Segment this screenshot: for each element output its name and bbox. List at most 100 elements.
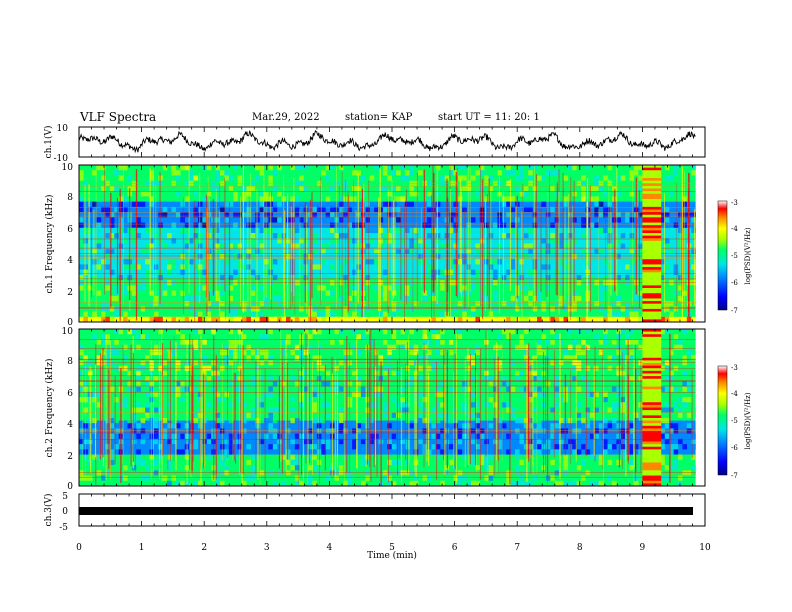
ch2-spectrogram-cell	[153, 428, 159, 434]
ch1-spectrogram-cell	[493, 165, 498, 171]
ch1-spectrogram-cell	[611, 253, 617, 260]
ch2-spectrogram-cell	[660, 386, 665, 392]
ch2-spectrogram-cell	[611, 407, 617, 413]
ch2-spectrogram-cell	[572, 444, 577, 450]
ch2-spectrogram-cell	[563, 454, 569, 460]
ch2-spectrogram-cell	[506, 475, 511, 481]
ch2-spectrogram-cell	[369, 438, 375, 445]
ch2-spectrogram-cell	[625, 407, 630, 413]
ch2-spectrogram-cell	[620, 329, 626, 335]
ch2-spectrogram-cell	[616, 344, 621, 350]
ch2-spectrogram-cell	[567, 386, 573, 392]
ch2-spectrogram-image	[79, 329, 696, 487]
ch1-spectrogram-burst	[642, 316, 662, 320]
ch1-spectrogram-burst	[642, 264, 662, 268]
ch2-spectrogram-cell	[537, 412, 542, 418]
ch1-spectrogram-cell	[233, 191, 238, 197]
ch2-spectrogram-cell	[224, 391, 229, 398]
ch1-spectrogram-cell	[109, 295, 115, 302]
ch2-spectrogram-cell	[263, 449, 269, 455]
ch2-spectrogram-cell	[259, 376, 265, 382]
ch2-spectrogram-cell	[140, 475, 146, 481]
ch2-spectrogram-cell	[246, 355, 251, 361]
ch1-spectrogram-cell	[567, 165, 573, 171]
ch3-waveform-line	[79, 507, 693, 515]
ch1-spectrogram-cell	[493, 274, 498, 281]
ch2-spectrogram-cell	[576, 465, 582, 471]
ch1-spectrogram-cell	[197, 253, 203, 260]
ch1-spectrogram-cell	[440, 222, 445, 228]
ch1-spectrogram-cell	[96, 269, 102, 275]
ch2-spectrogram-cell	[418, 417, 423, 424]
ch1-spectrogram-cell	[259, 201, 265, 207]
ch2-spectrogram-cell	[123, 334, 128, 340]
ch1-spectrogram-cell	[523, 295, 529, 302]
ch2-spectrogram-cell	[175, 480, 181, 486]
ch2-spectrogram-cell	[352, 344, 357, 350]
ch1-spectrogram-cell	[616, 201, 621, 207]
ch1-spectrogram-cell	[184, 238, 190, 244]
ch1-spectrogram-cell	[510, 248, 516, 254]
ch2-spectrogram-cell	[241, 402, 247, 408]
ch1-spectrogram-cell	[528, 290, 533, 296]
ch1-spectrogram-cell	[87, 269, 93, 275]
ch2-spectrogram-cell	[418, 391, 423, 398]
ch2-spectrogram-cell	[360, 480, 366, 486]
ch2-spectrogram-cell	[175, 344, 181, 350]
ch1-spectrogram-cell	[629, 170, 635, 176]
ch2-spectrogram-cell	[638, 412, 643, 418]
ch2-spectrogram-cell	[224, 360, 229, 366]
ch2-spectrogram-band	[79, 433, 696, 437]
ch1-spectrogram-cell	[202, 165, 207, 171]
ch2-spectrogram-cell	[127, 417, 133, 424]
ch1-spectrogram-cell	[677, 274, 683, 281]
ch1-spectrogram-cell	[567, 233, 573, 239]
ch1-spectrogram-cell	[523, 238, 529, 244]
ch2-spectrogram-cell	[550, 428, 555, 434]
ch2-spectrogram-cell	[598, 470, 604, 476]
ch1-spectrogram-cell	[669, 311, 674, 317]
ch2-spectrogram-cell	[620, 428, 626, 434]
ch2-spectrogram-cell	[286, 334, 291, 340]
ch2-spectrogram-cell	[620, 465, 626, 471]
ch2-spectrogram-burst	[642, 394, 662, 398]
ch2-spectrogram-cell	[109, 365, 115, 371]
ch2-spectrogram-cell	[607, 454, 613, 460]
ch2-spectrogram-cell	[567, 407, 573, 413]
ch1-spectrogram-cell	[237, 253, 243, 260]
ch2-spectrogram-band	[79, 467, 696, 471]
ch2-spectrogram-cell	[123, 355, 128, 361]
ch2-spectrogram-cell	[457, 480, 463, 486]
ch1-spectrogram-cell	[149, 248, 155, 254]
ch2-spectrogram-cell	[532, 412, 538, 418]
ch1-spectrogram-cell	[277, 306, 282, 312]
ch1-spectrogram-cell	[378, 316, 384, 322]
ch2-spectrogram-cell	[391, 334, 397, 340]
ch2-spectrogram-cell	[233, 465, 238, 471]
ch1-spectrogram-cell	[92, 196, 97, 202]
ch2-spectrogram-cell	[321, 417, 326, 424]
ch2-spectrogram-cell	[312, 444, 318, 450]
ch2-spectrogram-cell	[158, 344, 163, 350]
ch1-spectrogram-cell	[404, 191, 410, 197]
ch1-spectrogram-cell	[616, 238, 621, 244]
ch2-spectrogram-cell	[409, 365, 414, 371]
ch2-spectrogram-cell	[171, 417, 177, 424]
ch1-spectrogram-cell	[404, 170, 410, 176]
ch1-spectrogram-cell	[448, 311, 454, 317]
ch2-spectrogram-cell	[598, 355, 604, 361]
ch2-spectrogram-cell	[532, 417, 538, 424]
ch1-spectrogram-cell	[224, 243, 229, 249]
ch2-spectrogram-cell	[83, 381, 88, 387]
ch1-spectrogram-cell	[409, 165, 414, 171]
ch2-spectrogram-cell	[233, 480, 238, 486]
ch1-spectrogram-cell	[378, 243, 384, 249]
ch1-spectrogram-cell	[330, 217, 335, 223]
ch1-spectrogram-cell	[567, 243, 573, 249]
ch2-spectrogram-cell	[664, 417, 670, 424]
ch1-spectrogram-cell	[418, 253, 423, 260]
ch2-spectrogram-cell	[334, 381, 340, 387]
ch1-spectrogram-burst	[642, 219, 662, 223]
ch2-spectrogram-cell	[422, 407, 428, 413]
ch1-spectrogram-cell	[523, 170, 529, 176]
